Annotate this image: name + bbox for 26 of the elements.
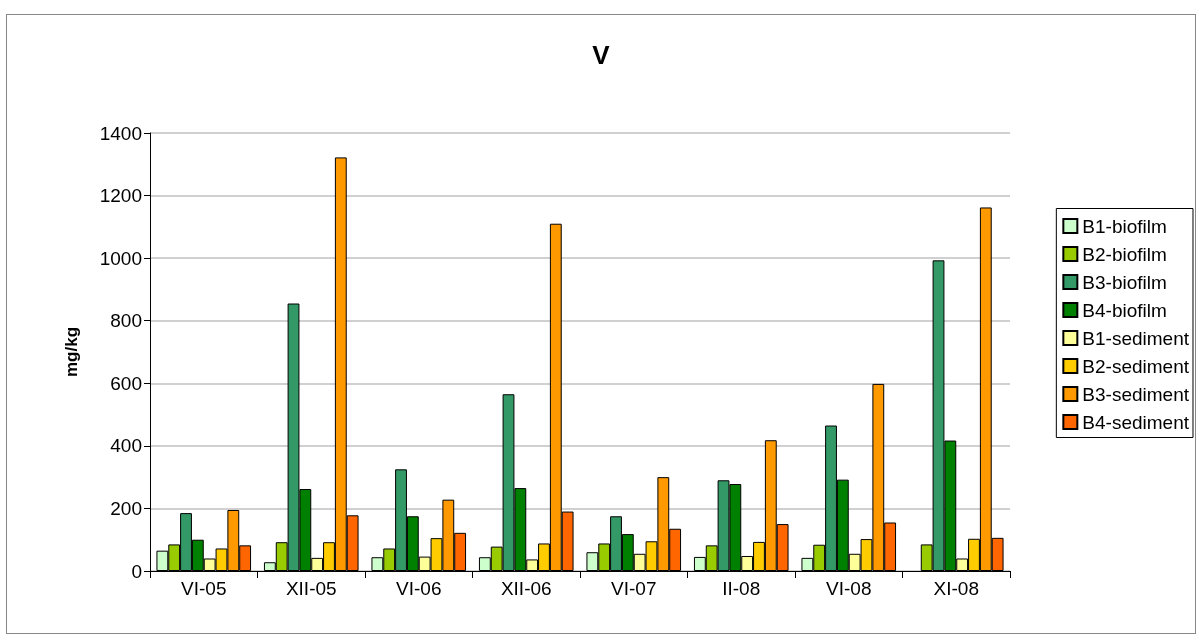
x-tick-label: II-08	[722, 578, 761, 599]
legend-label: B3-biofilm	[1082, 271, 1167, 293]
y-tick-label: 0	[131, 560, 142, 582]
y-tick-label: 400	[110, 435, 142, 457]
legend-label: B2-biofilm	[1082, 243, 1167, 265]
y-tick-label: 1400	[99, 122, 142, 144]
x-tick-label: VI-05	[181, 578, 227, 599]
legend-label: B3-sediment	[1082, 383, 1190, 405]
x-tick-label: VI-08	[826, 578, 872, 599]
y-tick-label: 800	[110, 310, 142, 332]
x-tick-label: XII-05	[285, 578, 337, 599]
legend-label: B1-sediment	[1082, 327, 1190, 349]
y-tick-label: 1200	[99, 185, 142, 207]
legend-label: B4-sediment	[1082, 411, 1190, 433]
chart-title: V	[592, 40, 611, 70]
y-tick-label: 1000	[99, 247, 142, 269]
legend-label: B2-sediment	[1082, 355, 1190, 377]
legend-label: B4-biofilm	[1082, 299, 1167, 321]
y-tick-label: 600	[110, 372, 142, 394]
y-tick-label: 200	[110, 497, 142, 519]
x-tick-label: VI-07	[611, 578, 657, 599]
x-tick-label: VI-06	[396, 578, 442, 599]
y-axis-title: mg/kg	[62, 326, 81, 378]
x-tick-label: XI-08	[933, 578, 979, 599]
legend-label: B1-biofilm	[1082, 215, 1167, 237]
x-tick-label: XII-06	[500, 578, 552, 599]
